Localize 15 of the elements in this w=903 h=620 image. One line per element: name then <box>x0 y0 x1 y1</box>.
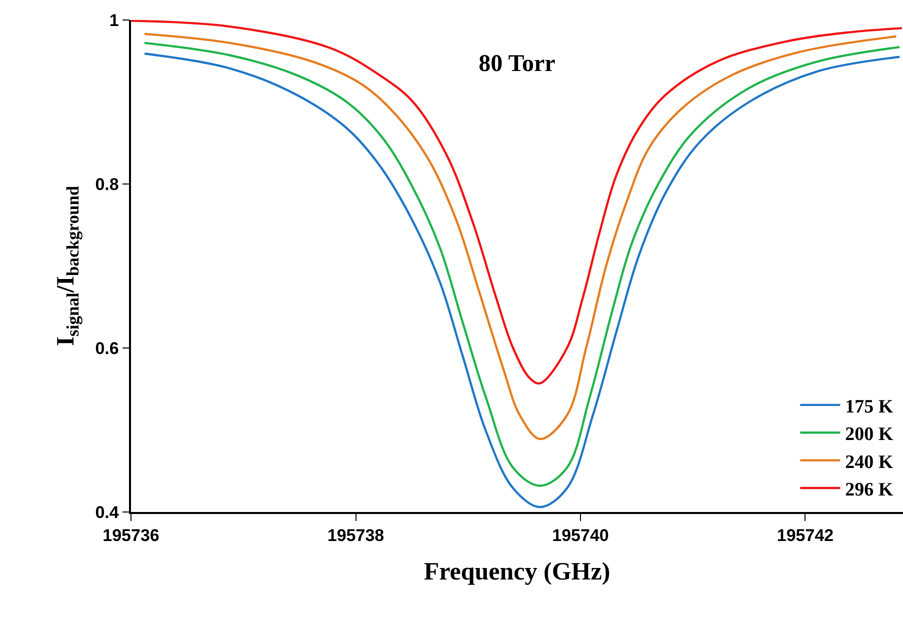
y-tick-label: 1 <box>109 10 119 30</box>
legend-label: 200 K <box>845 424 894 446</box>
x-tick-label: 195736 <box>102 526 160 546</box>
y-tick-label: 0.8 <box>95 174 119 194</box>
x-tick-label: 195742 <box>776 526 834 546</box>
legend-label: 175 K <box>845 396 894 418</box>
y-tick-label: 0.6 <box>95 338 119 358</box>
y-tick-label: 0.4 <box>95 502 120 522</box>
x-tick-label: 195740 <box>552 526 609 546</box>
legend-label: 296 K <box>845 479 894 500</box>
line-series <box>131 20 903 384</box>
x-tick-label: 195738 <box>327 526 384 546</box>
x-axis-title: Frequency (GHz) <box>424 558 610 586</box>
legend-label: 240 K <box>845 452 894 473</box>
text: 80 Torr <box>478 51 556 78</box>
